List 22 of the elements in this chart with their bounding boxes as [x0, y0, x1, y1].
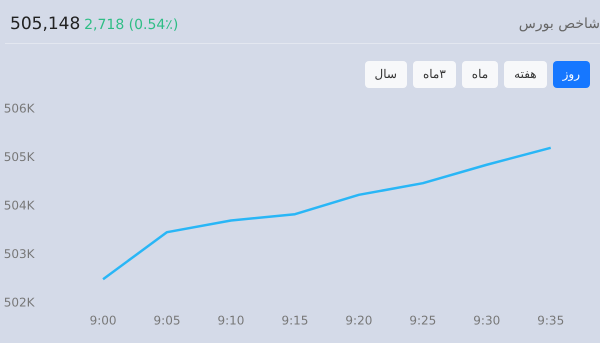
- y-tick-label: 505K: [4, 150, 36, 164]
- x-tick-label: 9:20: [345, 314, 372, 328]
- text: سال: [364, 61, 407, 88]
- x-tick-label: 9:10: [217, 314, 244, 328]
- chart-title: شاخص بورس: [518, 15, 600, 34]
- x-tick-label: 9:15: [281, 314, 308, 328]
- y-tick-label: 504K: [4, 198, 36, 212]
- text: 2,718 (0.54٪): [84, 16, 178, 33]
- x-tick-label: 9:35: [537, 314, 564, 328]
- chart-subtitle: 505,148: [10, 14, 80, 34]
- text: روز: [552, 61, 590, 88]
- text: هفته: [504, 61, 547, 88]
- x-tick-label: 9:30: [473, 314, 500, 328]
- y-tick-label: 506K: [4, 102, 36, 116]
- x-tick-label: 9:05: [154, 314, 180, 328]
- y-tick-label: 502K: [4, 296, 36, 310]
- text: ماه: [462, 61, 498, 88]
- x-tick-label: 9:00: [90, 314, 117, 328]
- y-tick-label: 503K: [4, 247, 36, 261]
- line-series: [102, 146, 552, 280]
- text: ۳ماه: [412, 61, 456, 88]
- x-tick-label: 9:25: [409, 314, 436, 328]
